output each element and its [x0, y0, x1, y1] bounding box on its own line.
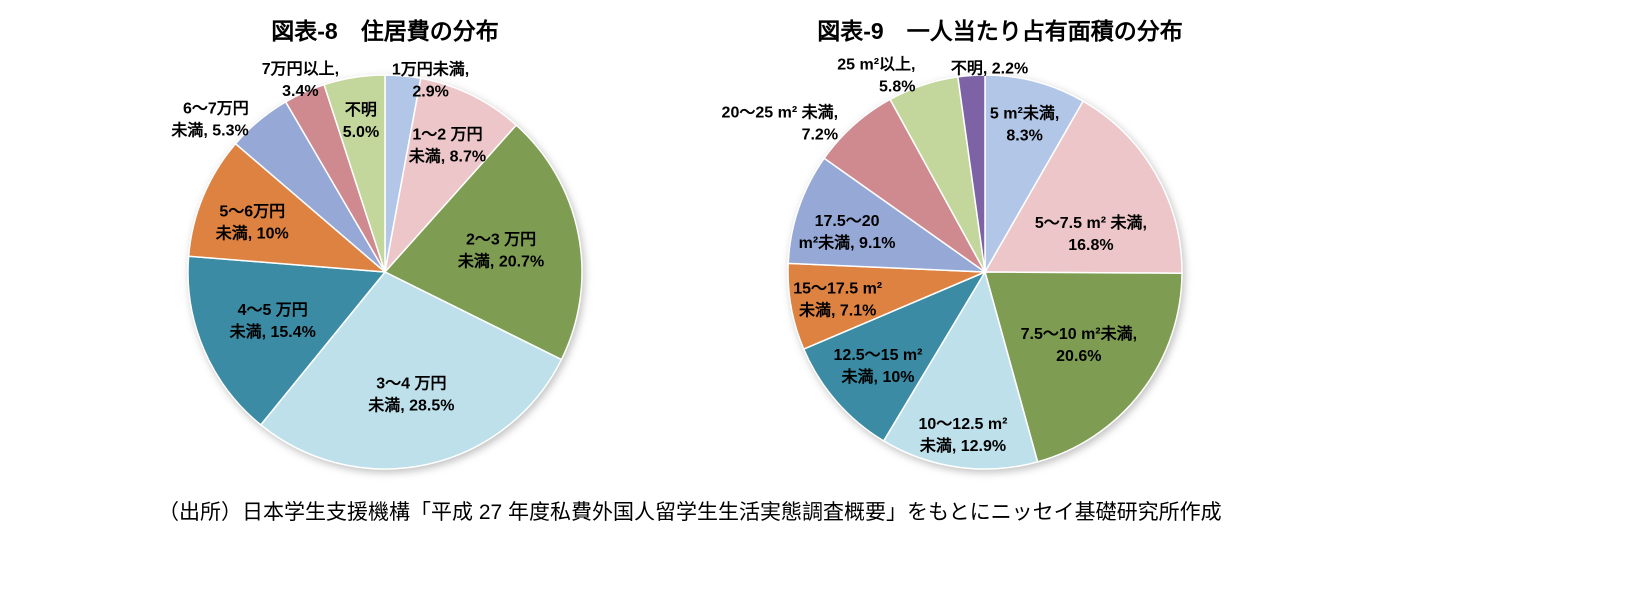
pie-slice-label: 25 m²以上, 5.8% — [837, 56, 915, 96]
pie-slice-label: 1万円未満, 2.9% — [392, 60, 469, 101]
pie-slice — [802, 270, 987, 442]
pie-slices-group — [187, 74, 583, 470]
pie-slice-label: 15～17.5 m² 未満, 7.1% — [793, 281, 882, 320]
pie-slice-label: 3～4 万円未満, 28.5% — [367, 374, 454, 414]
pie-slice — [259, 271, 563, 470]
pie-slice-label: 不明, 2.2% — [951, 60, 1028, 78]
pie-slice — [323, 74, 386, 273]
pie-labels-group: 5 m²未満, 8.3% 5～7.5 m² 未満, 16.8% 7.5～10 m²未満,… — [722, 56, 1147, 455]
pie-slice-label: 17.5～20 m²未満, 9.1% — [799, 213, 896, 252]
pie-slice-label: 7.5～10 m²未満, 20.6% — [1021, 324, 1137, 365]
pie-slice-label: 4～5 万円未満, 15.4% — [229, 301, 316, 341]
pie-slice-label: 20～25 m² 未満, 7.2% — [722, 102, 839, 143]
pie-slice — [383, 77, 518, 275]
pie-slice — [882, 270, 1039, 470]
pie-slice-label: 5～7.5 m² 未満, 16.8% — [1035, 213, 1147, 254]
chart-title-area-per-person: 図表-9 一人当たり占有面積の分布 — [817, 18, 1183, 44]
pie-chart-housing-cost: 1万円未満, 2.9% 1～2 万円未満, 8.7% 2～3 万円未満, 20.7% 3… — [170, 60, 583, 470]
pie-slice — [984, 74, 1085, 275]
pie-slice-label: 12.5～15 m² 未満, 10% — [834, 347, 923, 386]
pie-slice-label: 10～12.5 m² 未満, 12.9% — [919, 416, 1008, 455]
pie-slice — [187, 255, 387, 426]
pie-slice-label: 不明 5.0% — [343, 101, 379, 141]
chart-title-housing-cost: 図表-8 住居費の分布 — [271, 18, 499, 44]
pie-slice-label: 1～2 万円未満, 8.7% — [408, 126, 486, 166]
pie-slice — [957, 74, 986, 273]
pie-slice-label: 7万円以上, 3.4% — [262, 60, 339, 100]
pie-slice-label: 5 m²未満, 8.3% — [990, 104, 1059, 145]
pie-chart-area-per-person: 5 m²未満, 8.3% 5～7.5 m² 未満, 16.8% 7.5～10 m²未満,… — [722, 56, 1183, 470]
pie-slice — [187, 142, 388, 273]
pie-slice-label: 5～6万円未満, 10% — [215, 203, 289, 243]
pie-slice — [787, 157, 988, 273]
source-note: （出所）日本学生支援機構「平成 27 年度私費外国人留学生生活実態調査概要」をも… — [158, 501, 1222, 524]
pie-slice-label: 2～3 万円未満, 20.7% — [457, 231, 544, 271]
pie-labels-group: 1万円未満, 2.9% 1～2 万円未満, 8.7% 2～3 万円未満, 20.7% 3… — [170, 60, 544, 415]
pie-slice — [983, 100, 1183, 274]
pie-slice-label: 6～7万円未満, 5.3% — [170, 100, 248, 140]
pie-slices-group — [787, 74, 1183, 470]
pie-slice — [383, 124, 583, 361]
pie-slice — [984, 271, 1183, 463]
